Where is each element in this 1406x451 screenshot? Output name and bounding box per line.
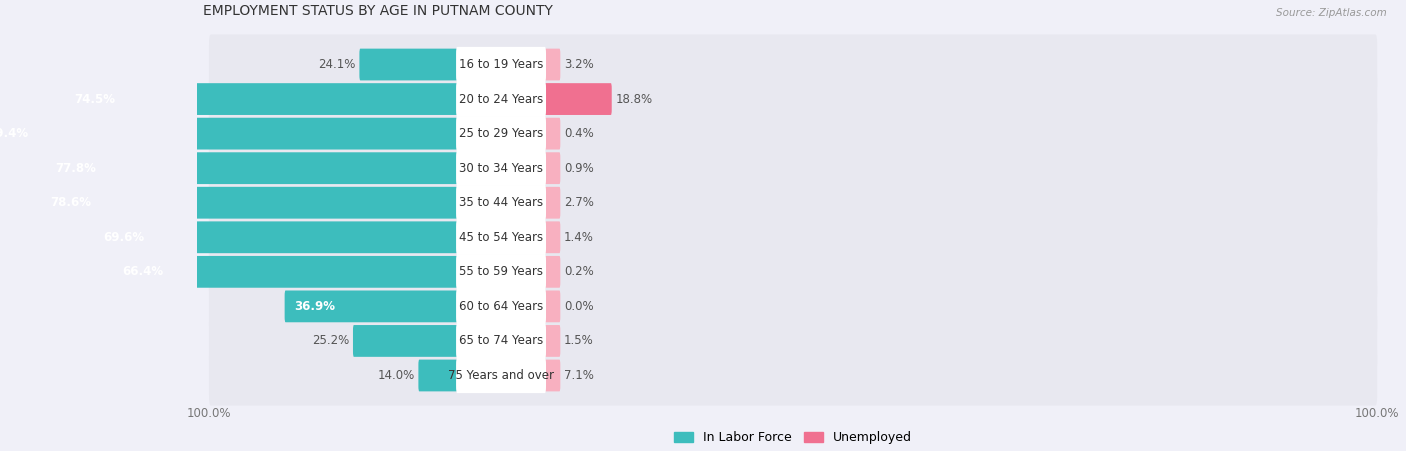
Text: 45 to 54 Years: 45 to 54 Years	[458, 231, 543, 244]
Text: EMPLOYMENT STATUS BY AGE IN PUTNAM COUNTY: EMPLOYMENT STATUS BY AGE IN PUTNAM COUNT…	[204, 5, 553, 18]
FancyBboxPatch shape	[41, 187, 502, 219]
FancyBboxPatch shape	[456, 358, 546, 393]
FancyBboxPatch shape	[456, 254, 546, 290]
Text: 0.0%: 0.0%	[564, 300, 593, 313]
FancyBboxPatch shape	[112, 256, 502, 288]
FancyBboxPatch shape	[209, 138, 1378, 198]
Text: 18.8%: 18.8%	[616, 92, 652, 106]
Text: 30 to 34 Years: 30 to 34 Years	[458, 161, 543, 175]
Legend: In Labor Force, Unemployed: In Labor Force, Unemployed	[669, 427, 917, 450]
Text: 16 to 19 Years: 16 to 19 Years	[458, 58, 543, 71]
Text: 0.9%: 0.9%	[564, 161, 593, 175]
Text: 89.4%: 89.4%	[0, 127, 28, 140]
FancyBboxPatch shape	[501, 152, 561, 184]
FancyBboxPatch shape	[65, 83, 502, 115]
FancyBboxPatch shape	[456, 185, 546, 221]
Text: 100.0%: 100.0%	[1355, 407, 1399, 420]
Text: 14.0%: 14.0%	[377, 369, 415, 382]
FancyBboxPatch shape	[209, 69, 1378, 129]
Text: 20 to 24 Years: 20 to 24 Years	[458, 92, 543, 106]
FancyBboxPatch shape	[209, 173, 1378, 233]
Text: 69.6%: 69.6%	[103, 231, 145, 244]
FancyBboxPatch shape	[0, 118, 502, 150]
FancyBboxPatch shape	[501, 290, 561, 322]
FancyBboxPatch shape	[501, 325, 510, 357]
FancyBboxPatch shape	[456, 220, 546, 255]
FancyBboxPatch shape	[501, 359, 543, 391]
Text: 78.6%: 78.6%	[51, 196, 91, 209]
FancyBboxPatch shape	[209, 207, 1378, 267]
Text: 100.0%: 100.0%	[187, 407, 231, 420]
FancyBboxPatch shape	[501, 256, 561, 288]
Text: 35 to 44 Years: 35 to 44 Years	[458, 196, 543, 209]
Text: 24.1%: 24.1%	[318, 58, 356, 71]
FancyBboxPatch shape	[360, 49, 502, 80]
Text: 66.4%: 66.4%	[122, 265, 163, 278]
Text: 36.9%: 36.9%	[294, 300, 335, 313]
Text: 77.8%: 77.8%	[55, 161, 96, 175]
FancyBboxPatch shape	[501, 187, 561, 219]
Text: 1.4%: 1.4%	[564, 231, 593, 244]
FancyBboxPatch shape	[501, 118, 561, 150]
FancyBboxPatch shape	[501, 152, 508, 184]
Text: 65 to 74 Years: 65 to 74 Years	[458, 335, 543, 347]
FancyBboxPatch shape	[456, 289, 546, 324]
FancyBboxPatch shape	[501, 49, 561, 80]
FancyBboxPatch shape	[456, 116, 546, 151]
FancyBboxPatch shape	[94, 221, 502, 253]
FancyBboxPatch shape	[501, 221, 510, 253]
FancyBboxPatch shape	[501, 83, 561, 115]
Text: 75 Years and over: 75 Years and over	[449, 369, 554, 382]
FancyBboxPatch shape	[456, 151, 546, 186]
Text: 0.4%: 0.4%	[564, 127, 593, 140]
Text: 3.2%: 3.2%	[564, 58, 593, 71]
FancyBboxPatch shape	[456, 323, 546, 359]
FancyBboxPatch shape	[284, 290, 502, 322]
Text: 2.7%: 2.7%	[564, 196, 593, 209]
FancyBboxPatch shape	[419, 359, 502, 391]
Text: Source: ZipAtlas.com: Source: ZipAtlas.com	[1275, 9, 1386, 18]
FancyBboxPatch shape	[501, 49, 520, 80]
Text: 25 to 29 Years: 25 to 29 Years	[458, 127, 543, 140]
FancyBboxPatch shape	[456, 47, 546, 82]
FancyBboxPatch shape	[501, 83, 612, 115]
FancyBboxPatch shape	[501, 187, 517, 219]
FancyBboxPatch shape	[501, 221, 561, 253]
Text: 7.1%: 7.1%	[564, 369, 593, 382]
FancyBboxPatch shape	[353, 325, 502, 357]
FancyBboxPatch shape	[209, 242, 1378, 302]
FancyBboxPatch shape	[501, 359, 561, 391]
FancyBboxPatch shape	[209, 34, 1378, 95]
Text: 55 to 59 Years: 55 to 59 Years	[458, 265, 543, 278]
Text: 60 to 64 Years: 60 to 64 Years	[458, 300, 543, 313]
Text: 0.2%: 0.2%	[564, 265, 593, 278]
FancyBboxPatch shape	[209, 104, 1378, 164]
FancyBboxPatch shape	[209, 345, 1378, 405]
FancyBboxPatch shape	[46, 152, 502, 184]
FancyBboxPatch shape	[456, 82, 546, 117]
FancyBboxPatch shape	[209, 276, 1378, 336]
Text: 25.2%: 25.2%	[312, 335, 349, 347]
FancyBboxPatch shape	[209, 311, 1378, 371]
FancyBboxPatch shape	[501, 256, 503, 288]
FancyBboxPatch shape	[501, 325, 561, 357]
FancyBboxPatch shape	[501, 118, 505, 150]
Text: 74.5%: 74.5%	[75, 92, 115, 106]
Text: 1.5%: 1.5%	[564, 335, 593, 347]
